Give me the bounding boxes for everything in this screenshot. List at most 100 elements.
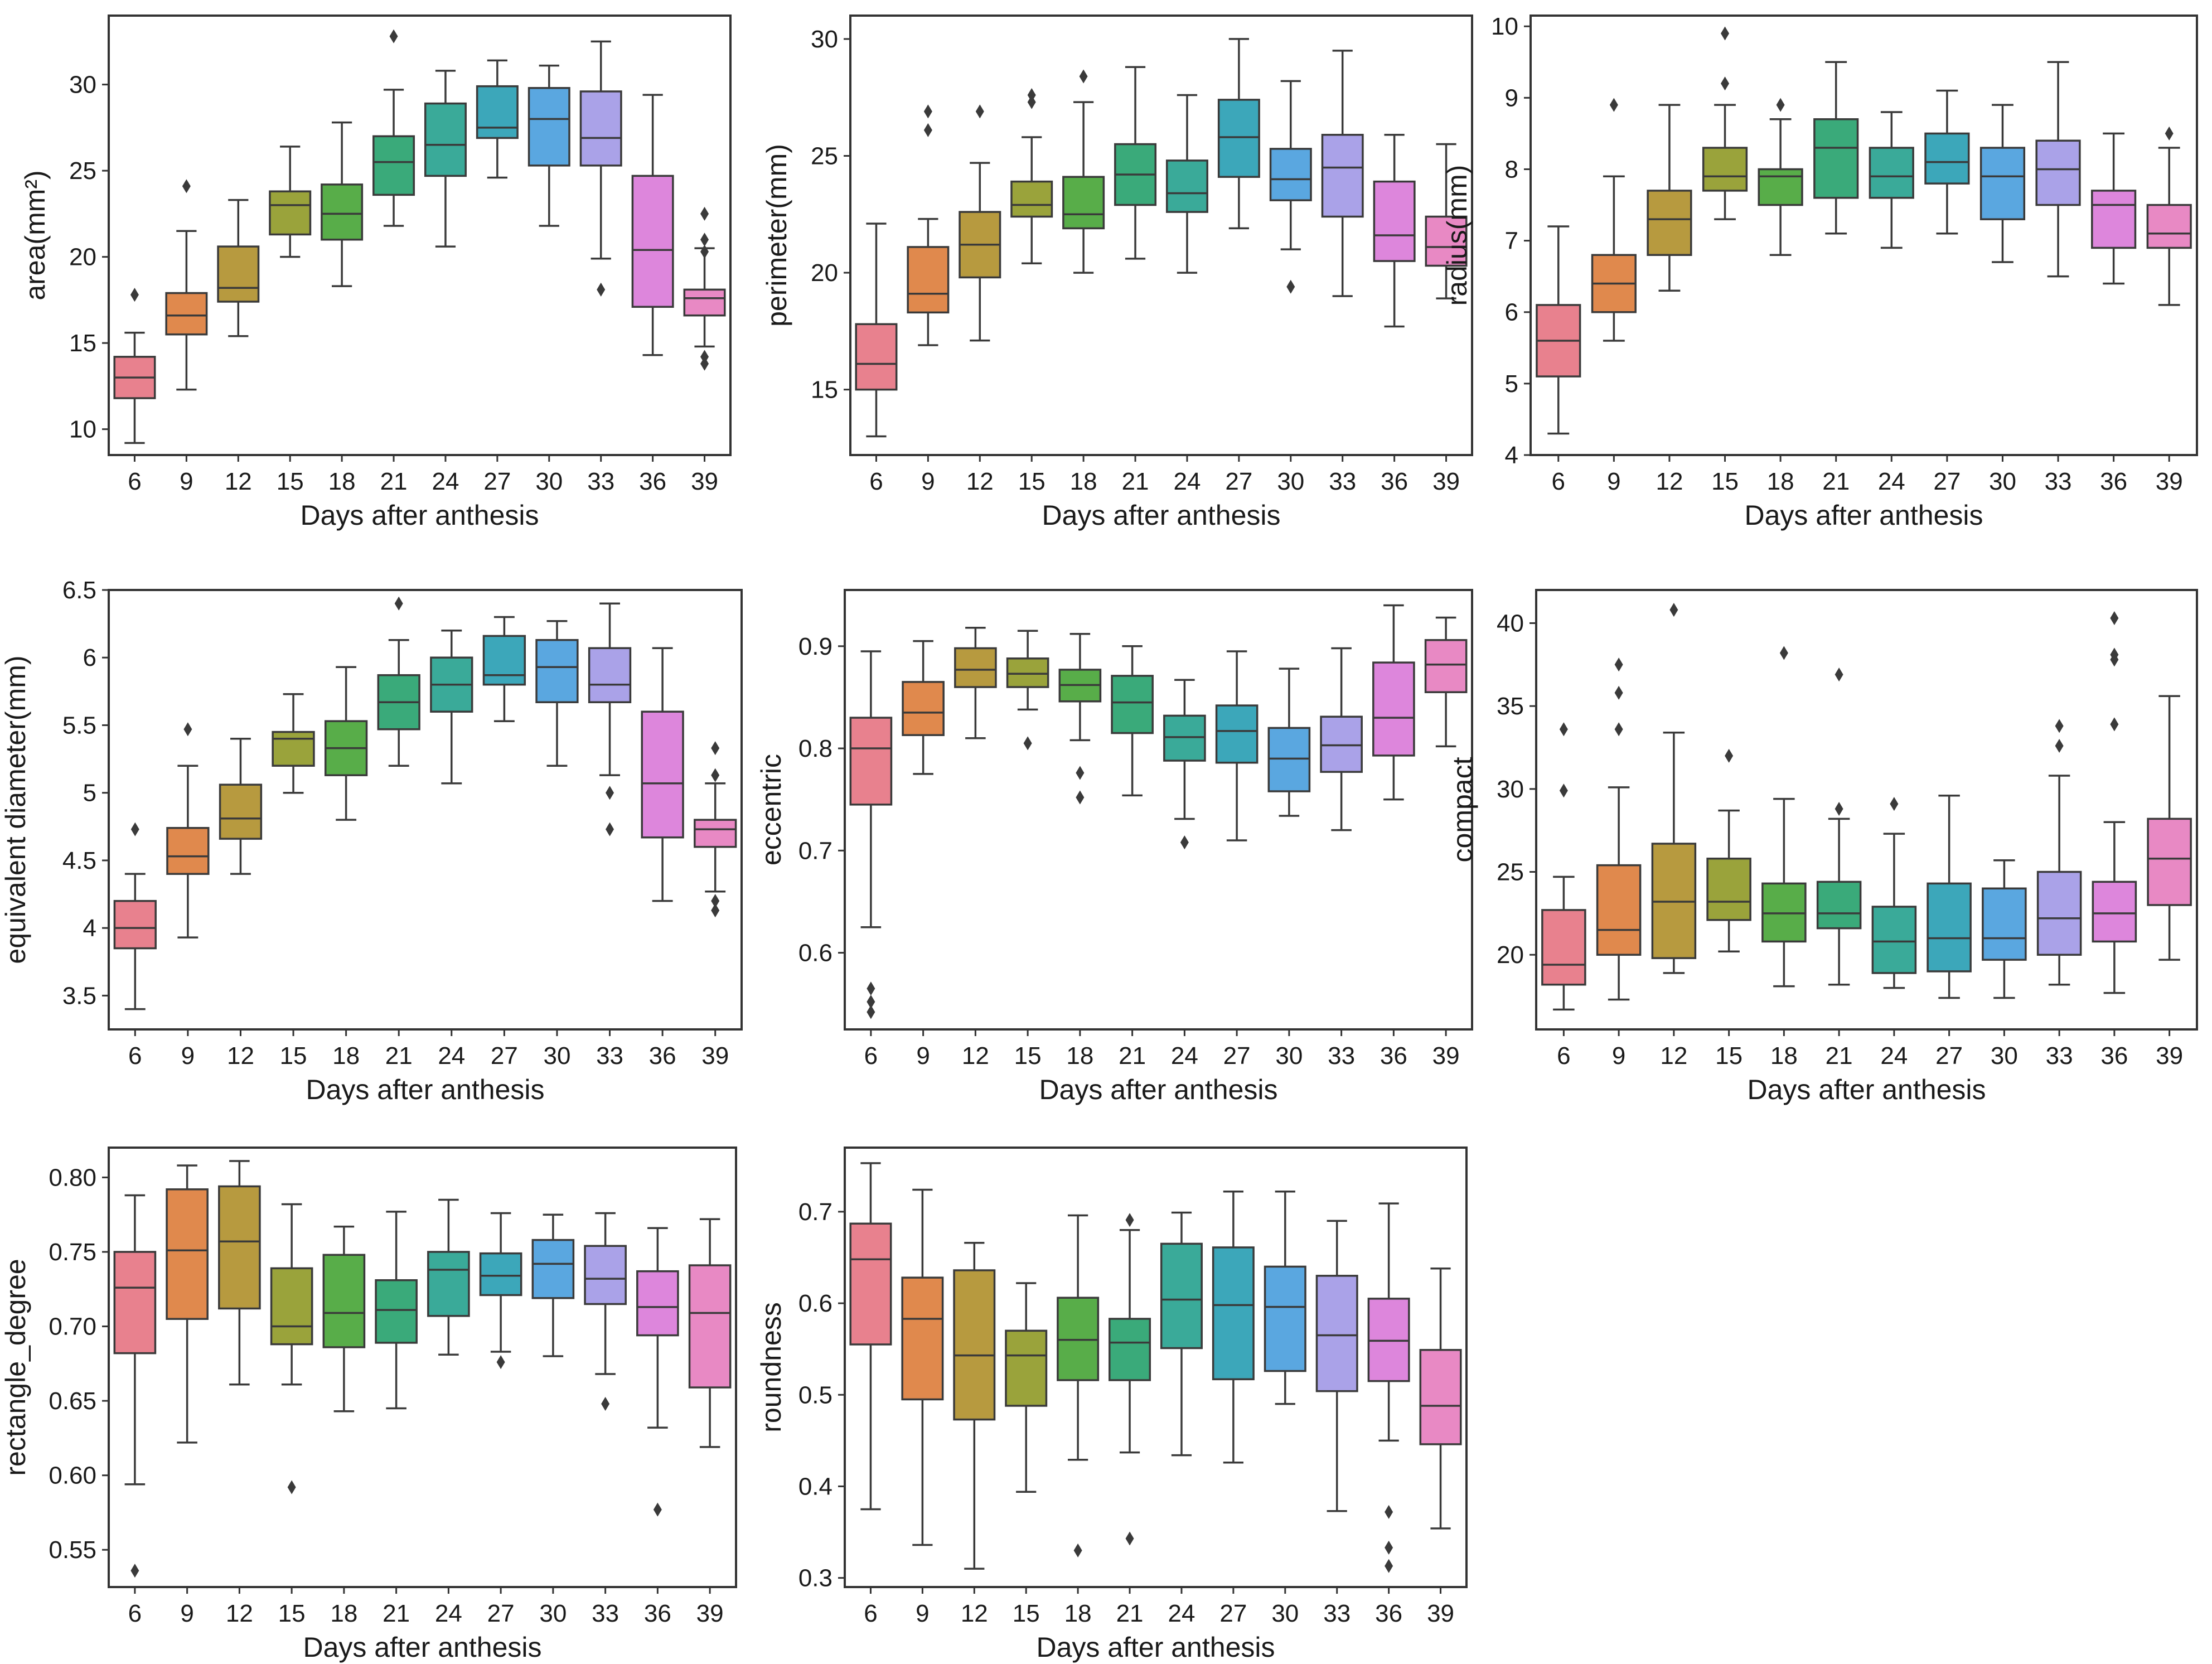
y-tick-label: 0.70 (49, 1313, 96, 1341)
box-36 (631, 94, 674, 356)
iqr-box (855, 323, 898, 391)
box-18 (1062, 69, 1105, 274)
y-tick-label: 30 (811, 26, 838, 53)
chart-panel-5: 0.6 0.7 0.8 0.9 6 9 12 15 18 21 24 27 30 33 36 39 Days a… (756, 589, 1473, 1105)
plot-frame (108, 1147, 737, 1588)
iqr-box (901, 1276, 944, 1401)
outlier-point (711, 903, 720, 918)
x-axis-label: Days after anthesis (306, 1074, 545, 1105)
y-tick-label: 0.7 (798, 1198, 832, 1226)
iqr-box (527, 87, 570, 167)
x-tick-label: 12 (1660, 1042, 1687, 1070)
iqr-box (1372, 661, 1415, 757)
iqr-box (1924, 132, 1970, 185)
iqr-box (1816, 881, 1862, 930)
y-tick-label: 5.5 (62, 712, 96, 739)
x-tick-label: 6 (1552, 468, 1565, 495)
x-tick-label: 27 (487, 1600, 515, 1627)
iqr-box (1813, 118, 1859, 199)
x-tick-label: 27 (1935, 1042, 1963, 1070)
outlier-point (1125, 1213, 1134, 1227)
box-9 (1591, 98, 1637, 342)
chart-panel-7: 0.55 0.60 0.65 0.70 0.75 0.80 6 9 12 15 18 21 24 27 30… (0, 1147, 737, 1663)
box-27 (482, 616, 526, 722)
x-tick-label: 6 (128, 468, 141, 495)
x-tick-label: 21 (1122, 468, 1149, 495)
outlier-point (711, 894, 720, 908)
y-tick-label: 10 (1491, 13, 1518, 40)
x-tick-label: 21 (380, 468, 408, 495)
box-30 (1979, 104, 2026, 263)
x-tick-label: 15 (280, 1042, 307, 1070)
iqr-box (954, 647, 997, 688)
iqr-box (1062, 176, 1105, 230)
x-tick-label: 33 (596, 1042, 623, 1070)
x-tick-label: 24 (1168, 1600, 1195, 1627)
box-30 (1269, 80, 1312, 294)
iqr-box (219, 783, 263, 840)
box-24 (1871, 797, 1917, 989)
y-tick-label: 9 (1505, 84, 1518, 112)
iqr-box (1702, 147, 1748, 192)
iqr-box (849, 1222, 892, 1346)
y-tick-label: 25 (69, 157, 96, 185)
outlier-point (2110, 717, 2119, 732)
x-tick-label: 15 (1013, 1600, 1040, 1627)
iqr-box (1269, 148, 1312, 201)
x-tick-label: 12 (966, 468, 994, 495)
iqr-box (372, 135, 415, 196)
outlier-point (711, 741, 720, 756)
x-tick-label: 36 (639, 468, 666, 495)
iqr-box (479, 1252, 522, 1297)
iqr-box (1111, 675, 1154, 734)
outlier-point (867, 1005, 875, 1019)
box-9 (1596, 657, 1642, 1001)
outlier-point (700, 206, 709, 221)
x-tick-label: 15 (1014, 1042, 1042, 1070)
iqr-box (218, 1185, 261, 1310)
x-tick-label: 9 (180, 1600, 193, 1627)
iqr-box (322, 1254, 366, 1348)
iqr-box (902, 681, 945, 736)
box-24 (1160, 1211, 1203, 1457)
box-21 (1109, 1213, 1151, 1546)
box-39 (688, 1218, 732, 1448)
outlier-point (867, 981, 875, 996)
x-tick-label: 27 (1223, 1042, 1251, 1070)
x-tick-label: 39 (701, 1042, 729, 1070)
iqr-box (1869, 147, 1914, 199)
x-tick-label: 21 (1822, 468, 1850, 495)
x-tick-label: 24 (435, 1600, 462, 1627)
box-18 (1758, 98, 1803, 256)
y-tick-label: 5 (1505, 370, 1518, 398)
x-tick-label: 30 (1275, 1042, 1303, 1070)
x-tick-label: 21 (383, 1600, 410, 1627)
box-36 (641, 647, 684, 902)
outlier-point (1027, 88, 1036, 103)
box-24 (1163, 679, 1206, 850)
iqr-box (2035, 139, 2081, 206)
x-tick-label: 15 (277, 468, 304, 495)
x-axis-label: Days after anthesis (1745, 500, 1983, 531)
iqr-box (1264, 1265, 1306, 1372)
y-tick-label: 10 (69, 416, 96, 443)
iqr-box (849, 717, 893, 806)
outlier-point (975, 104, 984, 119)
y-tick-label: 0.80 (49, 1164, 96, 1191)
x-tick-label: 18 (328, 468, 356, 495)
x-tick-label: 27 (1225, 468, 1252, 495)
x-tick-label: 6 (864, 1042, 878, 1070)
plot-frame (108, 14, 732, 456)
y-tick-label: 0.75 (49, 1239, 96, 1266)
x-tick-label: 39 (2156, 468, 2183, 495)
outlier-point (1614, 657, 1623, 672)
y-tick-label: 15 (69, 330, 96, 357)
x-tick-label: 24 (1880, 1042, 1908, 1070)
box-9 (166, 1164, 209, 1444)
iqr-box (579, 90, 622, 167)
y-tick-label: 4 (1505, 442, 1518, 469)
box-15 (1006, 630, 1049, 751)
outlier-point (700, 350, 709, 364)
outlier-point (1180, 835, 1189, 850)
outlier-point (867, 995, 875, 1009)
